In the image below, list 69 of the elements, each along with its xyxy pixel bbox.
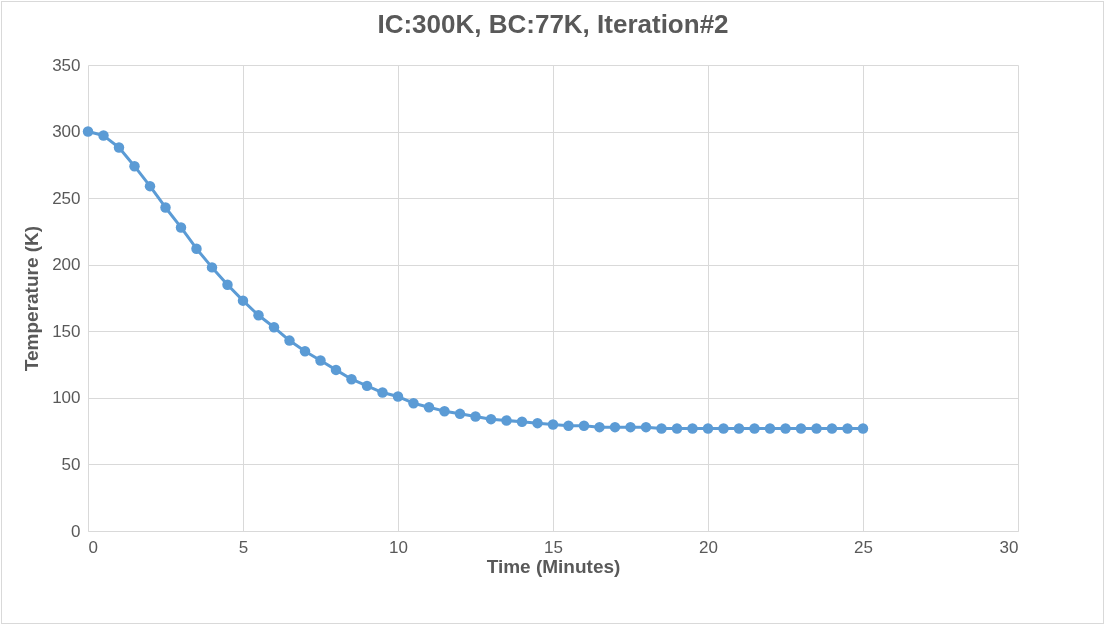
- x-tick-label: 0: [88, 537, 98, 557]
- point: [299, 346, 311, 357]
- y-tick-label: 250: [52, 188, 81, 208]
- x-tick-label: 15: [544, 537, 563, 557]
- y-axis-title: Temperature (K): [21, 225, 43, 372]
- y-tick-label: 0: [71, 521, 81, 541]
- x-tick-label: 5: [238, 537, 249, 557]
- x-axis-title: Time (Minutes): [486, 555, 621, 577]
- point: [408, 397, 419, 409]
- point: [594, 421, 605, 433]
- point: [718, 423, 729, 434]
- point: [129, 160, 140, 172]
- point: [811, 423, 822, 434]
- point: [82, 126, 94, 137]
- point: [423, 401, 435, 413]
- point: [470, 411, 481, 422]
- point: [702, 423, 714, 434]
- y-tick-label: 50: [61, 454, 81, 474]
- x-tick-label: 25: [854, 537, 873, 557]
- point: [609, 421, 621, 433]
- point: [733, 423, 745, 434]
- y-tick-label: 200: [52, 255, 81, 275]
- point: [842, 423, 853, 434]
- point: [346, 373, 357, 385]
- point: [795, 423, 807, 434]
- point: [625, 421, 636, 433]
- point: [377, 387, 388, 398]
- point: [392, 391, 404, 402]
- y-tick-label: 300: [52, 122, 81, 142]
- y-tick-label: 350: [52, 55, 81, 75]
- point: [547, 419, 559, 430]
- y-tick-label: 150: [52, 321, 81, 341]
- point: [501, 415, 512, 426]
- point: [485, 413, 497, 425]
- x-tick-label: 30: [999, 537, 1019, 557]
- point: [671, 423, 683, 434]
- point: [222, 279, 233, 290]
- point: [563, 420, 574, 432]
- point: [98, 130, 109, 141]
- point: [826, 423, 838, 434]
- y-tick-label: 100: [52, 388, 81, 408]
- point: [191, 243, 202, 254]
- point: [454, 408, 466, 420]
- point: [764, 423, 776, 434]
- point: [144, 180, 156, 192]
- point: [687, 423, 698, 434]
- point: [578, 420, 590, 432]
- point: [857, 423, 869, 434]
- point: [532, 417, 543, 429]
- point: [253, 310, 264, 321]
- point: [175, 222, 187, 233]
- point: [268, 322, 280, 333]
- point: [516, 416, 528, 428]
- point: [656, 423, 667, 434]
- point: [284, 335, 295, 346]
- chart-title: IC:300K, BC:77K, Iteration#2: [377, 9, 729, 39]
- point: [330, 364, 342, 376]
- point: [361, 380, 373, 392]
- x-tick-label: 20: [699, 537, 718, 557]
- point: [113, 142, 125, 153]
- point: [160, 202, 171, 213]
- point: [749, 423, 760, 434]
- point: [315, 355, 326, 366]
- point: [206, 262, 218, 273]
- point: [780, 423, 791, 434]
- point: [640, 421, 652, 433]
- x-tick-label: 10: [389, 537, 408, 557]
- point: [439, 405, 450, 417]
- point: [237, 295, 249, 306]
